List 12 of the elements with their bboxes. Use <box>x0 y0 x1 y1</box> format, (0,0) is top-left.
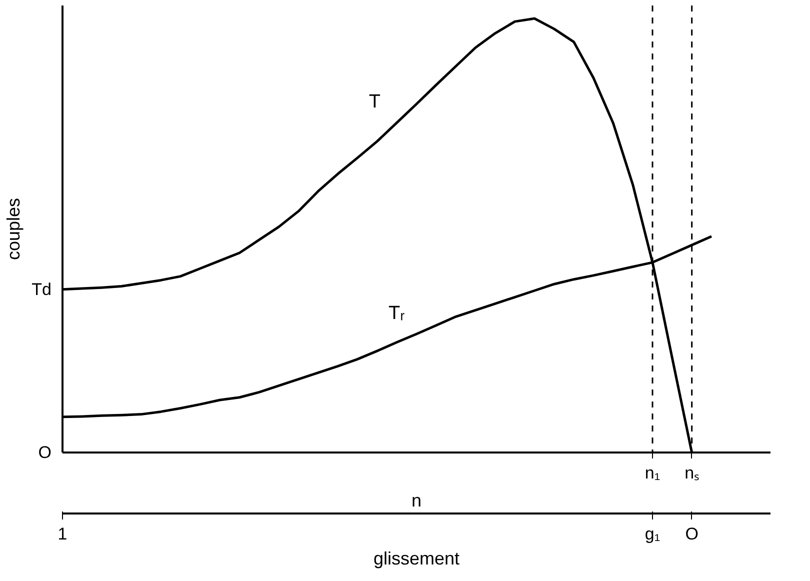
text: O <box>38 443 52 462</box>
annotation: g₁ <box>644 524 660 544</box>
text: Td <box>32 280 52 299</box>
text: glissement <box>373 548 460 568</box>
x-axis-title: n <box>411 490 422 510</box>
x-tick-label: nₛ <box>684 464 700 482</box>
series-label: T <box>368 92 381 113</box>
text: 1 <box>58 524 68 544</box>
x-tick-label: n₁ <box>644 464 660 482</box>
series-label: Tᵣ <box>388 303 406 324</box>
annotation: O <box>685 524 698 544</box>
y-axis-title: couples <box>4 198 24 260</box>
